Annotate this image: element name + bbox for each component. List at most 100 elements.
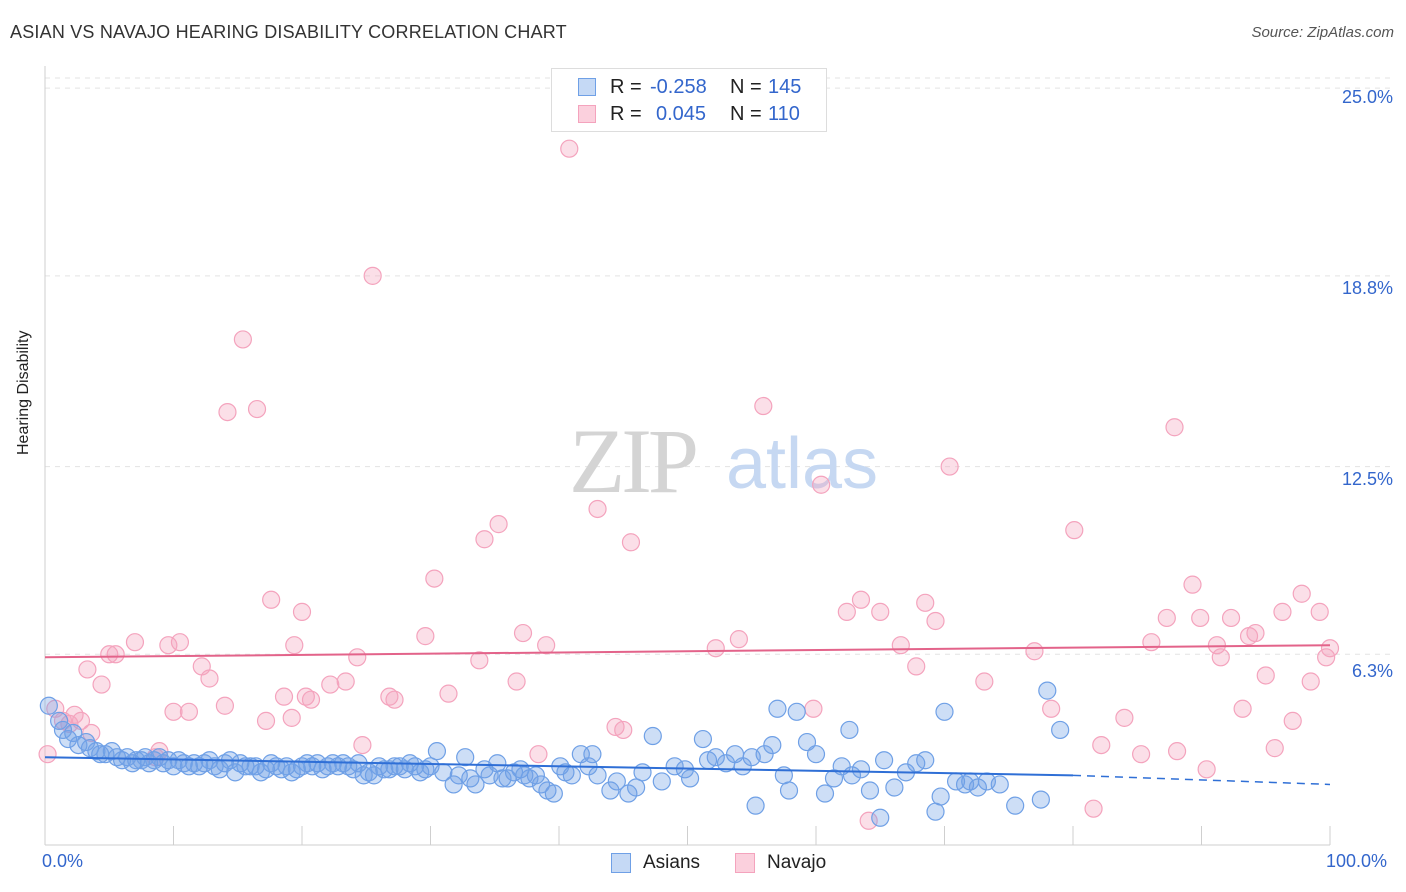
y-axis-label: Hearing Disability: [15, 330, 32, 456]
asians-n-label: N =: [730, 76, 762, 98]
navajo-r-value: 0.045: [656, 103, 707, 125]
navajo-point: [1301, 672, 1320, 691]
chart-title: ASIAN VS NAVAJO HEARING DISABILITY CORRE…: [10, 22, 567, 42]
navajo-point: [871, 602, 890, 621]
navajo-point: [292, 602, 312, 621]
navajo-swatch: [578, 105, 596, 123]
asian-point: [779, 781, 799, 800]
asian-point: [680, 769, 700, 788]
asian-point: [298, 754, 317, 773]
asian-trend-extension: [1072, 774, 1331, 786]
navajo-point: [851, 590, 871, 609]
navajo-point: [1142, 633, 1161, 652]
asian-point: [926, 802, 945, 821]
asian-point: [1051, 720, 1070, 740]
navajo-point: [282, 708, 301, 727]
navajo-point: [200, 669, 219, 688]
asian-point: [190, 757, 209, 776]
navajo-point: [507, 672, 526, 691]
trend-lines: [44, 644, 1331, 786]
asian-point: [815, 784, 835, 803]
navajo-point: [804, 699, 823, 718]
navajo-point: [256, 711, 276, 730]
asian-point: [840, 720, 859, 740]
navajo-point: [1092, 735, 1111, 755]
navajo-point: [614, 720, 633, 740]
asian-point: [755, 745, 774, 764]
navajo-point: [1025, 642, 1044, 661]
navajo-point: [588, 499, 607, 519]
navajo-point: [859, 811, 878, 830]
asian-point: [588, 766, 607, 785]
navajo-point: [926, 611, 945, 631]
x-tick-max: 100.0%: [1326, 851, 1388, 871]
asian-point: [990, 775, 1009, 794]
navajo-point: [159, 636, 178, 655]
watermark: ZIP atlas: [569, 410, 878, 512]
navajo-point: [1165, 418, 1184, 437]
navajo-point: [125, 633, 145, 652]
asian-point: [488, 754, 507, 773]
asian-point: [390, 757, 409, 776]
navajo-point: [470, 651, 489, 670]
navajo-point: [1246, 623, 1265, 643]
asian-point: [875, 751, 894, 770]
navajo-point: [729, 630, 749, 649]
navajo-point: [754, 396, 773, 416]
navajo-point: [1191, 608, 1210, 628]
navajo-point: [380, 687, 399, 706]
navajo-point: [215, 696, 234, 715]
navajo-point: [916, 593, 935, 612]
axes: [44, 66, 1331, 846]
navajo-point: [560, 139, 579, 158]
asian-point: [241, 757, 260, 776]
navajo-point: [1211, 648, 1230, 667]
asian-point: [706, 748, 725, 767]
navajo-point: [247, 399, 267, 419]
navajo-point: [106, 645, 125, 664]
navajo-point: [489, 515, 508, 534]
asian-point: [251, 763, 270, 782]
navajo-point: [1183, 575, 1202, 594]
navajo-points: [38, 139, 1340, 830]
navajo-point: [1310, 602, 1329, 621]
asian-point: [693, 729, 713, 749]
asian-point: [544, 784, 563, 803]
asians-r-value: -0.258: [650, 76, 707, 98]
watermark-atlas: atlas: [726, 424, 878, 504]
asian-point: [601, 781, 620, 800]
asian-point: [456, 748, 475, 767]
navajo-point: [262, 590, 281, 609]
navajo-point: [1157, 608, 1176, 628]
navajo-point: [1273, 602, 1292, 621]
navajo-point: [1167, 742, 1187, 761]
asian-point: [1038, 681, 1057, 700]
navajo-point: [1292, 584, 1311, 603]
navajo-point: [233, 330, 252, 349]
navajo-point: [1115, 708, 1134, 727]
asian-point: [968, 778, 988, 797]
asians-r-label: R =: [610, 76, 642, 98]
asians-swatch: [578, 78, 596, 96]
asian-point: [633, 763, 652, 782]
asian-point: [583, 745, 602, 764]
asian-point: [935, 702, 954, 721]
navajo-point: [475, 530, 494, 549]
asian-point: [262, 754, 281, 773]
gridlines: [45, 77, 1390, 655]
navajo-point: [100, 645, 119, 664]
navajo-point: [336, 672, 355, 691]
asian-point: [385, 757, 404, 776]
asian-point: [806, 745, 826, 764]
navajo-point: [1197, 760, 1216, 779]
navajo-point: [348, 648, 367, 667]
asian-point: [354, 766, 373, 785]
asian-point: [1031, 790, 1050, 809]
navajo-point: [170, 633, 190, 652]
asian-point: [444, 775, 463, 794]
navajo-legend-label: Navajo: [767, 852, 827, 873]
asians-legend-label: Asians: [643, 852, 701, 873]
navajo-point: [1233, 699, 1252, 718]
asian-point: [746, 796, 765, 815]
navajo-point: [537, 636, 556, 655]
